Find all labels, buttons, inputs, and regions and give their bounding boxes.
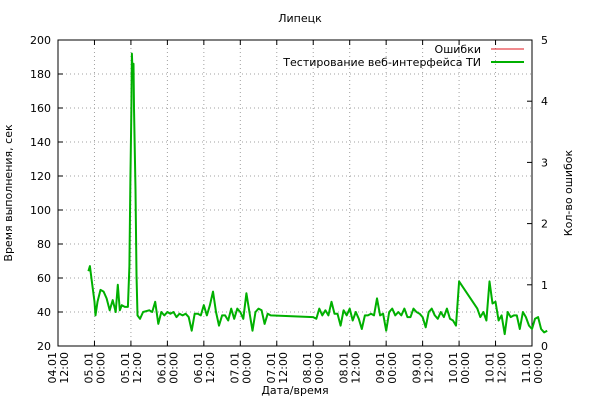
- x-tick-label-time: 00:00: [167, 352, 180, 384]
- x-tick-label: 09.01 00:00: [374, 352, 399, 384]
- x-tick-label: 10.01 12:00: [484, 352, 509, 384]
- x-tick-label: 08.01 12:00: [338, 352, 363, 384]
- x-tick-label-date: 07.01: [228, 352, 241, 384]
- y-tick-label: 20: [37, 340, 51, 353]
- x-tick-label: 11.01 00:00: [520, 352, 545, 384]
- x-tick-label-date: 08.01: [338, 352, 351, 384]
- series-line-1: [87, 52, 548, 336]
- y2-tick-label: 0: [541, 340, 548, 353]
- y2-axis-label: Кол-во ошибок: [562, 149, 575, 236]
- x-tick-label-date: 08.01: [301, 352, 314, 384]
- x-tick-label-date: 05.01: [82, 352, 95, 384]
- y2-tick-label: 4: [541, 95, 548, 108]
- x-tick-label-date: 09.01: [411, 352, 424, 384]
- y-tick-label: 80: [37, 238, 51, 251]
- y-axis-label: Время выполнения, сек: [2, 124, 15, 262]
- series-lines: [87, 52, 548, 336]
- y-tick-label: 200: [30, 34, 51, 47]
- x-axis-label: Дата/время: [261, 384, 328, 397]
- x-tick-label: 05.01 00:00: [82, 352, 107, 384]
- x-tick-label-time: 12:00: [277, 352, 290, 384]
- legend-label-errors: Ошибки: [435, 43, 481, 56]
- x-tick-label-date: 04.01: [46, 352, 59, 384]
- x-tick-label: 06.01 12:00: [192, 352, 217, 384]
- y-tick-label: 40: [37, 306, 51, 319]
- x-tick-label-time: 12:00: [496, 352, 509, 384]
- x-tick-label-time: 12:00: [58, 352, 71, 384]
- x-tick-label: 08.01 00:00: [301, 352, 326, 384]
- x-tick-label-date: 05.01: [119, 352, 132, 384]
- legend-label-web-test: Тестирование веб-интерфейса ТИ: [282, 56, 481, 69]
- x-tick-label: 06.01 00:00: [155, 352, 180, 384]
- x-tick-label: 07.01 12:00: [265, 352, 290, 384]
- y-tick-label: 60: [37, 272, 51, 285]
- x-tick-label: 07.01 00:00: [228, 352, 253, 384]
- plot-area-frame: [57, 39, 533, 347]
- x-tick-label: 10.01 00:00: [447, 352, 472, 384]
- y-tick-label: 180: [30, 68, 51, 81]
- y-tick-label: 140: [30, 136, 51, 149]
- y-tick-label: 120: [30, 170, 51, 183]
- chart-title: Липецк: [278, 12, 322, 25]
- x-tick-label-date: 10.01: [447, 352, 460, 384]
- x-tick-label-time: 00:00: [240, 352, 253, 384]
- x-tick-label-time: 12:00: [131, 352, 144, 384]
- x-tick-label-time: 00:00: [532, 352, 545, 384]
- legend: Ошибки Тестирование веб-интерфейса ТИ: [282, 43, 524, 69]
- x-tick-label-date: 06.01: [155, 352, 168, 384]
- y2-tick-label: 3: [541, 156, 548, 169]
- x-tick-label-time: 12:00: [204, 352, 217, 384]
- x-tick-label-date: 09.01: [374, 352, 387, 384]
- x-tick-label-date: 06.01: [192, 352, 205, 384]
- x-tick-label: 04.01 12:00: [46, 352, 71, 384]
- x-tick-label-time: 00:00: [386, 352, 399, 384]
- x-tick-label-time: 00:00: [313, 352, 326, 384]
- x-tick-label: 09.01 12:00: [411, 352, 436, 384]
- y-tick-label: 100: [30, 204, 51, 217]
- x-tick-label-date: 10.01: [484, 352, 497, 384]
- x-tick-label-date: 11.01: [520, 352, 533, 384]
- x-tick-label-time: 12:00: [423, 352, 436, 384]
- x-tick-label-time: 12:00: [350, 352, 363, 384]
- y2-tick-label: 1: [541, 279, 548, 292]
- y2-tick-label: 2: [541, 218, 548, 231]
- x-tick-label-time: 00:00: [459, 352, 472, 384]
- x-tick-label: 05.01 12:00: [119, 352, 144, 384]
- y-tick-label: 160: [30, 102, 51, 115]
- x-tick-label-date: 07.01: [265, 352, 278, 384]
- y2-tick-label: 5: [541, 34, 548, 47]
- x-tick-label-time: 00:00: [94, 352, 107, 384]
